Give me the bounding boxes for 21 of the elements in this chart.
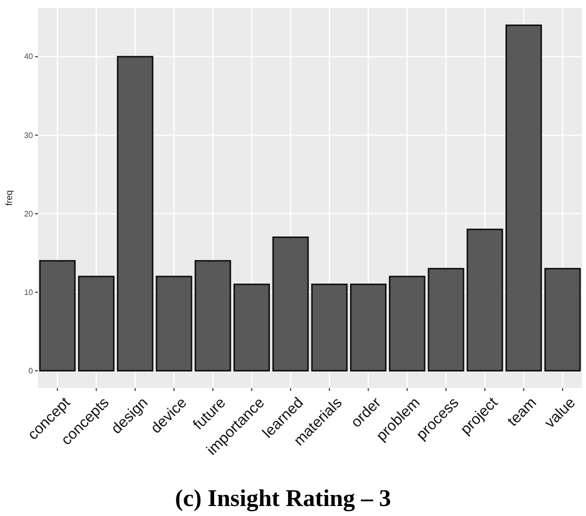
y-tick-label: 10 — [24, 288, 34, 297]
bar — [428, 268, 464, 372]
bar — [194, 260, 232, 372]
bar — [466, 228, 504, 372]
y-tick-label: 20 — [24, 209, 34, 218]
bar — [350, 284, 387, 372]
bar — [156, 276, 192, 372]
y-tick-label: 40 — [24, 52, 34, 62]
bar — [388, 276, 426, 372]
y-tick-label: 0 — [28, 366, 34, 376]
bar — [233, 284, 270, 372]
bar — [311, 284, 348, 372]
bar — [78, 276, 115, 372]
text: (c) Insight Rating – 3 — [174, 486, 392, 512]
bar — [544, 268, 581, 372]
bar — [505, 24, 542, 372]
y-axis-title: freq — [4, 190, 14, 206]
bar — [272, 236, 309, 372]
bar — [116, 56, 154, 372]
bar — [39, 260, 76, 372]
y-tick-label: 30 — [24, 130, 34, 140]
